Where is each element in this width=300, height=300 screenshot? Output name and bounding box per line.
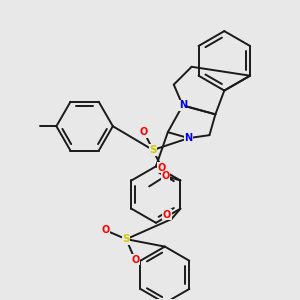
Text: O: O (101, 225, 110, 235)
Text: N: N (178, 100, 187, 110)
Text: O: O (163, 210, 171, 220)
Text: O: O (161, 171, 170, 181)
Text: S: S (149, 145, 157, 155)
Text: O: O (158, 163, 166, 173)
Text: N: N (184, 133, 193, 143)
Text: O: O (131, 255, 139, 265)
Text: O: O (140, 127, 148, 137)
Text: S: S (122, 234, 130, 244)
